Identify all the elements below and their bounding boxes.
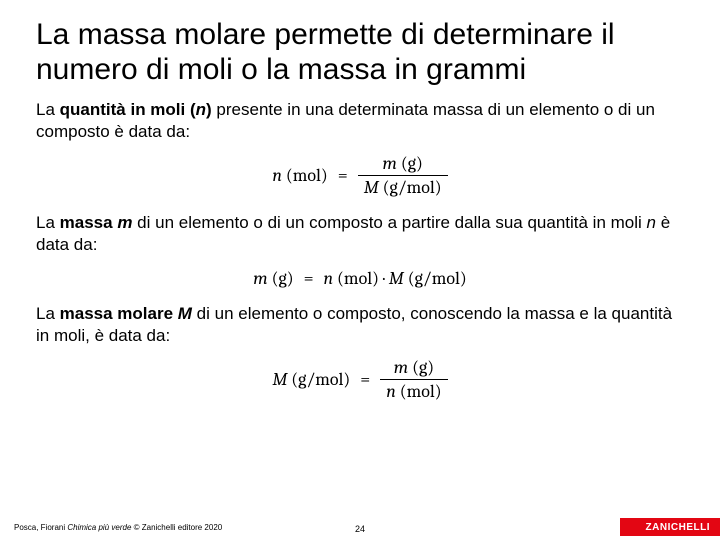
footer: Posca, Fiorani Chimica più verde © Zanic… xyxy=(0,518,720,540)
paragraph-1: La quantità in moli (n) presente in una … xyxy=(36,99,684,143)
unit: (g) xyxy=(397,153,423,174)
equals: = xyxy=(360,369,370,390)
text: La xyxy=(36,213,60,232)
formula-2: m (g) = n (mol) · M (g/mol) xyxy=(36,266,684,288)
publisher-logo: ZANICHELLI xyxy=(620,518,720,536)
var: n xyxy=(324,268,334,289)
var: n xyxy=(272,165,282,186)
var: n xyxy=(386,381,396,402)
var: M xyxy=(272,369,287,390)
text: n xyxy=(647,213,656,232)
text: massa xyxy=(60,213,118,232)
unit: (mol) xyxy=(333,268,379,289)
text: Chimica più verde xyxy=(67,523,131,532)
paragraph-2: La massa m di un elemento o di un compos… xyxy=(36,212,684,256)
unit: (g/mol) xyxy=(287,369,350,390)
var: M xyxy=(389,268,404,289)
equals: = xyxy=(338,165,348,186)
text: © Zanichelli editore 2020 xyxy=(131,523,222,532)
slide-title: La massa molare permette di determinare … xyxy=(36,18,684,87)
text: n xyxy=(196,100,206,119)
text: La xyxy=(36,100,60,119)
op: · xyxy=(379,268,389,289)
unit: (mol) xyxy=(396,381,442,402)
text: M xyxy=(178,304,192,323)
text: massa molare xyxy=(60,304,178,323)
unit: (g/mol) xyxy=(404,268,467,289)
text: m xyxy=(117,213,132,232)
formula-1: n (mol) = m (g) M (g/mol) xyxy=(36,153,684,198)
text: La xyxy=(36,304,60,323)
text: Posca, Fiorani xyxy=(14,523,67,532)
equals: = xyxy=(304,268,314,289)
paragraph-3: La massa molare M di un elemento o compo… xyxy=(36,303,684,347)
footer-credits: Posca, Fiorani Chimica più verde © Zanic… xyxy=(14,523,222,532)
unit: (g) xyxy=(408,357,434,378)
var: m xyxy=(382,153,396,174)
page-number: 24 xyxy=(355,524,365,534)
unit: (mol) xyxy=(282,165,328,186)
unit: (g) xyxy=(268,268,294,289)
var: M xyxy=(364,177,379,198)
formula-3: M (g/mol) = m (g) n (mol) xyxy=(36,357,684,402)
var: m xyxy=(394,357,408,378)
var: m xyxy=(253,268,267,289)
text: quantità in moli ( xyxy=(60,100,196,119)
text: di un elemento o di un composto a partir… xyxy=(132,213,646,232)
unit: (g/mol) xyxy=(379,177,442,198)
